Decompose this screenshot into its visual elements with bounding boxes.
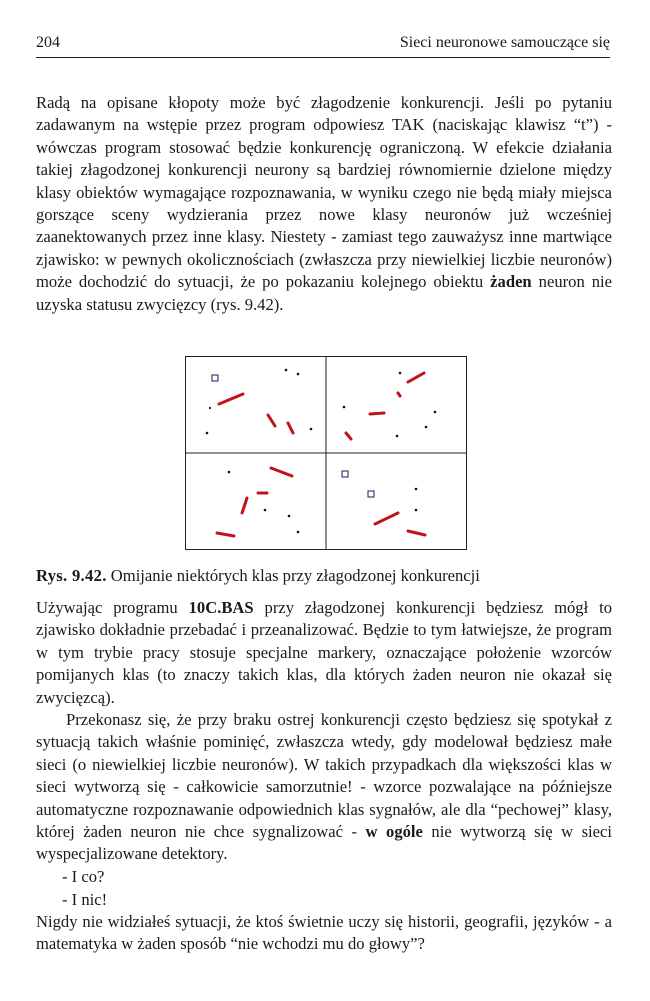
- pattern-dot: [342, 405, 346, 409]
- pattern-dot: [287, 514, 291, 518]
- skipped-class-marker: [341, 470, 349, 478]
- paragraph-4: Nigdy nie widziałeś sytuacji, że ktoś św…: [36, 912, 612, 954]
- neuron-weight-segment: [286, 421, 295, 435]
- panel-bottom-right: [341, 470, 427, 537]
- skipped-class-marker: [367, 490, 375, 498]
- pattern-dot: [398, 371, 402, 375]
- neuron-weight-segment: [396, 391, 402, 398]
- neuron-weight-segment: [373, 511, 400, 526]
- pattern-dot: [208, 406, 212, 410]
- pattern-dot: [433, 410, 437, 414]
- paragraph-3-start: Przekonasz się, że przy braku ostrej kon…: [36, 710, 612, 842]
- paragraph-3-bold: w ogóle: [365, 822, 423, 842]
- running-title: Sieci neuronowe samouczące się: [399, 34, 610, 51]
- neuron-weight-segment: [368, 411, 386, 416]
- neuron-weight-segment: [406, 529, 427, 537]
- figure-caption: Rys. 9.42. Omijanie niektórych klas przy…: [36, 566, 480, 586]
- figure-frame: [185, 356, 467, 550]
- paragraph-3-end: nie wytworzą się w sieci wyspecjalizowan…: [36, 822, 612, 864]
- paragraph-1-end: neuron nie uzyska statusu zwycięzcy (rys…: [36, 272, 613, 314]
- paragraph-1-bold: żaden: [490, 272, 532, 292]
- neuron-weight-segment: [406, 371, 426, 384]
- header-rule: [36, 57, 610, 58]
- panel-top-right: [342, 371, 437, 441]
- paragraph-2-start: Używając programu: [36, 598, 178, 617]
- pattern-dot: [227, 470, 231, 474]
- panel-bottom-left: [215, 466, 300, 538]
- neuron-weight-segment: [215, 531, 236, 538]
- dialog-line-2: - I nic!: [62, 890, 108, 909]
- paragraph-1-text: Radą na opisane kłopoty może być złagodz…: [36, 93, 612, 292]
- figure-9-42: [185, 356, 467, 550]
- neuron-weight-segment: [269, 466, 294, 478]
- paragraph-3: Przekonasz się, że przy braku ostrej kon…: [36, 709, 612, 866]
- pattern-dot: [424, 425, 428, 429]
- paragraph-2-end: przy złagodzonej konkurencji będziesz mó…: [36, 598, 612, 707]
- dialog-line-1: - I co?: [62, 867, 105, 886]
- paragraph-2: Używając programu 10C.BAS przy złagodzon…: [36, 597, 612, 709]
- neuron-weight-segment: [266, 413, 277, 428]
- pattern-dot: [296, 372, 300, 376]
- pattern-dot: [296, 530, 300, 534]
- pattern-dot: [263, 508, 267, 512]
- pattern-dot: [414, 508, 418, 512]
- neuron-weight-segment: [344, 431, 353, 441]
- pattern-dot: [284, 368, 288, 372]
- pattern-dot: [414, 487, 418, 491]
- pattern-dot: [309, 427, 313, 431]
- paragraph-1: Radą na opisane kłopoty może być złagodz…: [36, 92, 612, 316]
- page-header: 204 Sieci neuronowe samouczące się: [36, 34, 610, 52]
- page-number: 204: [36, 34, 60, 51]
- paragraph-2-bold: 10C.BAS: [188, 598, 254, 617]
- pattern-dot: [205, 431, 209, 435]
- panel-top-left: [205, 368, 313, 435]
- skipped-class-marker: [211, 374, 219, 382]
- figure-caption-label: Rys. 9.42.: [36, 566, 107, 585]
- neuron-weight-segment: [217, 392, 245, 406]
- pattern-dot: [395, 434, 399, 438]
- figure-caption-text: Omijanie niektórych klas przy złagodzone…: [110, 566, 480, 585]
- neuron-weight-segment: [240, 496, 249, 515]
